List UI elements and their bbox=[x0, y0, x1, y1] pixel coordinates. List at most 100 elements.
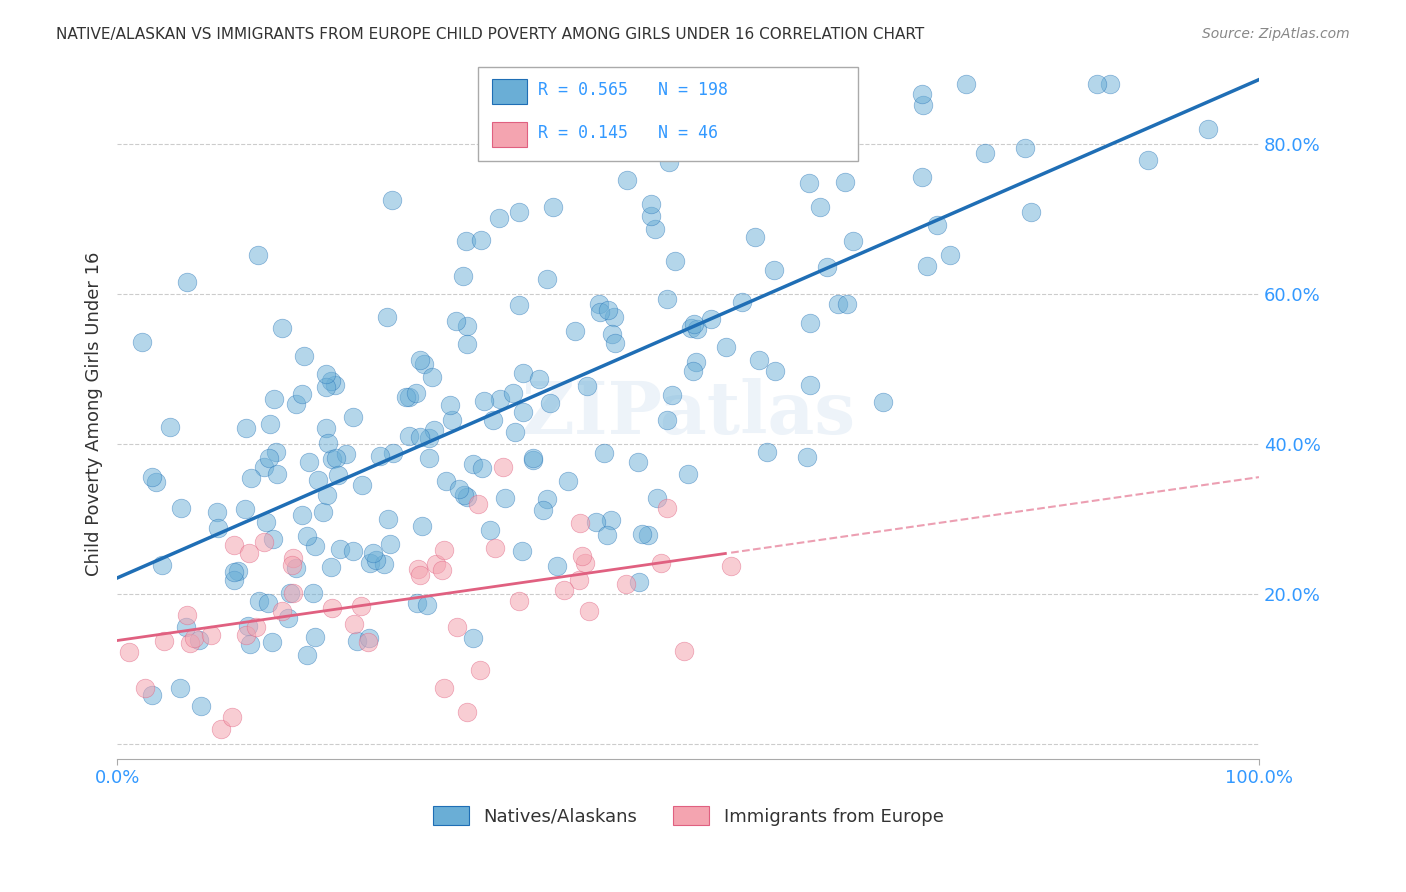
Point bbox=[153, 634, 176, 648]
Point bbox=[657, 293, 679, 307]
Point bbox=[1197, 121, 1219, 136]
Point bbox=[277, 610, 299, 624]
Point bbox=[312, 505, 335, 519]
Point bbox=[304, 630, 326, 644]
Point bbox=[683, 317, 706, 331]
Point bbox=[536, 272, 558, 286]
Point bbox=[359, 556, 381, 570]
Point bbox=[797, 176, 820, 190]
Point bbox=[456, 337, 478, 351]
Point bbox=[263, 392, 285, 407]
Point bbox=[440, 413, 463, 427]
Point bbox=[368, 449, 391, 463]
Point bbox=[281, 586, 304, 600]
Point bbox=[645, 491, 668, 505]
Point bbox=[461, 457, 484, 471]
Point bbox=[763, 364, 786, 378]
Point bbox=[398, 390, 420, 404]
Point bbox=[644, 221, 666, 235]
Point bbox=[679, 321, 702, 335]
Point bbox=[411, 519, 433, 533]
Point bbox=[226, 564, 249, 578]
Point bbox=[512, 404, 534, 418]
Point bbox=[488, 211, 510, 225]
Point bbox=[461, 631, 484, 645]
Y-axis label: Child Poverty Among Girls Under 16: Child Poverty Among Girls Under 16 bbox=[86, 252, 103, 576]
Point bbox=[418, 431, 440, 445]
Point bbox=[221, 710, 243, 724]
Point bbox=[224, 538, 246, 552]
Point bbox=[731, 295, 754, 310]
Point bbox=[170, 500, 193, 515]
Point bbox=[239, 637, 262, 651]
Point bbox=[531, 503, 554, 517]
Point bbox=[297, 529, 319, 543]
Point bbox=[1085, 77, 1108, 91]
Point bbox=[1019, 205, 1042, 219]
Point bbox=[346, 633, 368, 648]
Point bbox=[576, 379, 599, 393]
Point bbox=[190, 699, 212, 714]
Point bbox=[598, 303, 620, 318]
Point bbox=[342, 410, 364, 425]
Point bbox=[395, 390, 418, 404]
Point bbox=[409, 430, 432, 444]
Point bbox=[842, 234, 865, 248]
Point bbox=[179, 636, 201, 650]
Point bbox=[603, 310, 626, 324]
Point bbox=[467, 497, 489, 511]
Point bbox=[672, 644, 695, 658]
Point bbox=[716, 340, 738, 354]
Point bbox=[222, 565, 245, 579]
Point bbox=[447, 482, 470, 496]
Point bbox=[418, 451, 440, 466]
Point bbox=[254, 516, 277, 530]
Point bbox=[141, 470, 163, 484]
Point bbox=[938, 248, 960, 262]
Text: Source: ZipAtlas.com: Source: ZipAtlas.com bbox=[1202, 27, 1350, 41]
Point bbox=[176, 275, 198, 289]
Point bbox=[444, 314, 467, 328]
Text: NATIVE/ALASKAN VS IMMIGRANTS FROM EUROPE CHILD POVERTY AMONG GIRLS UNDER 16 CORR: NATIVE/ALASKAN VS IMMIGRANTS FROM EUROPE… bbox=[56, 27, 925, 42]
Point bbox=[405, 386, 427, 401]
Point bbox=[541, 200, 564, 214]
Point bbox=[433, 681, 456, 696]
Point bbox=[319, 374, 342, 388]
Point bbox=[257, 451, 280, 466]
Point bbox=[326, 468, 349, 483]
Point bbox=[284, 396, 307, 410]
Point bbox=[512, 367, 534, 381]
Point bbox=[470, 233, 492, 247]
Point bbox=[593, 446, 616, 460]
Point bbox=[637, 528, 659, 542]
Legend: Natives/Alaskans, Immigrants from Europe: Natives/Alaskans, Immigrants from Europe bbox=[426, 799, 950, 833]
Point bbox=[246, 248, 269, 262]
Point bbox=[398, 429, 420, 443]
Point bbox=[159, 419, 181, 434]
Point bbox=[578, 604, 600, 618]
Point bbox=[349, 599, 371, 613]
Point bbox=[253, 460, 276, 475]
Point bbox=[315, 367, 337, 381]
Point bbox=[342, 544, 364, 558]
Point bbox=[420, 370, 443, 384]
Point bbox=[568, 573, 591, 587]
Point bbox=[588, 296, 610, 310]
Point bbox=[657, 501, 679, 516]
Point bbox=[1099, 77, 1122, 91]
Point bbox=[425, 557, 447, 571]
Point bbox=[474, 393, 496, 408]
Point bbox=[456, 318, 478, 333]
Point bbox=[235, 628, 257, 642]
Point bbox=[457, 706, 479, 720]
Point bbox=[574, 556, 596, 570]
Point bbox=[405, 596, 427, 610]
Point bbox=[430, 563, 453, 577]
Point bbox=[748, 353, 770, 368]
Point bbox=[278, 586, 301, 600]
Point bbox=[1014, 141, 1036, 155]
Point bbox=[284, 561, 307, 575]
Point bbox=[456, 490, 478, 504]
Point bbox=[834, 175, 856, 189]
Point bbox=[658, 155, 681, 169]
